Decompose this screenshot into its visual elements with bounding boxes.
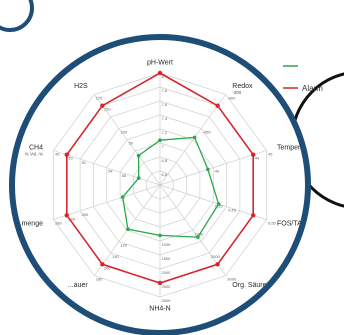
tick-label: 8 — [162, 74, 165, 79]
tick-label: 1000 — [162, 242, 172, 247]
tick-label: 180 — [96, 277, 103, 282]
series-0-point-2 — [251, 152, 256, 157]
series-0-point-0 — [157, 70, 163, 76]
tick-label: 7,6 — [162, 102, 168, 107]
axis-label-4: Org. Säuren — [232, 282, 270, 289]
axis-label-6: ...auer — [68, 282, 89, 289]
tick-label: 140 — [112, 254, 119, 259]
tick-label: 0,55 — [268, 221, 277, 226]
tick-label: 45 — [268, 151, 273, 156]
tick-label: 54 — [108, 169, 113, 174]
tick-label: 45 — [55, 151, 60, 156]
series-1-point-3 — [216, 202, 221, 206]
chart-circle-border — [9, 34, 311, 335]
axis-label-9: H2S — [74, 83, 88, 90]
axis-label-3: FOS/TAC — [277, 221, 307, 228]
axis-spoke-4 — [159, 184, 227, 276]
axis-spoke-3 — [159, 184, 267, 220]
legend-alarm-label: Alarm — [302, 84, 323, 93]
series-0-point-6 — [100, 262, 105, 267]
tick-label: 1500 — [162, 256, 172, 261]
tick-label: 100 — [120, 129, 127, 134]
step-badge-circle — [0, 0, 34, 32]
tick-label: 240 — [68, 216, 75, 221]
series-1-point-2 — [206, 167, 210, 172]
series-1-point-7 — [120, 195, 125, 199]
axis-label-7: ...menge — [16, 221, 43, 228]
tick-label: 3000 — [162, 298, 172, 303]
tick-label: 40 — [215, 169, 220, 174]
tick-label: 200 — [82, 212, 89, 217]
axis-label-2: Temperatur — [277, 145, 313, 152]
tick-label: 2500 — [162, 284, 172, 289]
series-0-point-8 — [64, 152, 70, 157]
tick-label: 150 — [104, 107, 111, 112]
chart-legend: Alarm — [283, 65, 323, 93]
tick-label: 0,45 — [228, 208, 237, 213]
axis-label-1: Redox — [232, 83, 253, 90]
axis-spoke-9 — [93, 94, 161, 186]
series-1-point-6 — [126, 227, 130, 231]
axis-spoke-2 — [159, 150, 267, 186]
tick-label: 0,35 — [215, 203, 224, 208]
axis-sublabel-8: % Vol.-% — [25, 152, 43, 157]
tick-label: 3000 — [227, 277, 237, 282]
series-0-point-7 — [64, 213, 70, 218]
series-0-point-5 — [157, 280, 163, 286]
axis-spoke-1 — [159, 94, 227, 186]
tick-label: 280 — [55, 221, 62, 226]
series-1-point-8 — [136, 176, 141, 180]
tick-label: 2000 — [162, 270, 172, 275]
series-0-point-3 — [251, 213, 256, 218]
tick-label: 160 — [104, 265, 111, 270]
radar-chart: 8 7,8 7,6 7,4 7,2 7 6,8 6,6 -400 -450 45 44 40 0,55 0,… — [16, 60, 313, 313]
series-1-point-1 — [192, 135, 197, 140]
series-1-point-5 — [158, 233, 162, 238]
series-0-point-4 — [215, 262, 220, 267]
tick-label: 7 — [162, 144, 165, 149]
axis-sublabel-1: -300 — [232, 90, 242, 95]
tick-label: 44 — [255, 156, 260, 161]
series-0-point-9 — [100, 103, 105, 108]
tick-label: -450 — [203, 129, 212, 134]
tick-label: 175 — [96, 95, 103, 100]
axis-label-8: CH4 — [29, 145, 43, 152]
tick-label: 50 — [129, 141, 134, 146]
series-0-point-1 — [215, 103, 220, 108]
tick-label: 120 — [120, 243, 127, 248]
axis-label-5: NH4-N — [149, 306, 170, 313]
series-1-point-0 — [158, 138, 162, 142]
series-1-point-9 — [136, 153, 141, 158]
tick-label: 51 — [82, 160, 87, 165]
tick-label: 6,8 — [162, 158, 168, 163]
tick-label: 6,6 — [162, 172, 168, 177]
axis-label-0: pH-Wert — [147, 60, 173, 67]
series-1-point-4 — [196, 235, 200, 239]
tick-label: 7,8 — [162, 88, 168, 93]
tick-label: 50 — [68, 156, 73, 161]
axis-spoke-7 — [53, 184, 161, 220]
tick-label: -400 — [227, 95, 236, 100]
tick-label: 7,2 — [162, 130, 168, 135]
tick-label: 2000 — [211, 254, 221, 259]
tick-label: 7,4 — [162, 116, 168, 121]
tick-label: 58 — [122, 173, 127, 178]
axis-spoke-8 — [53, 150, 161, 186]
